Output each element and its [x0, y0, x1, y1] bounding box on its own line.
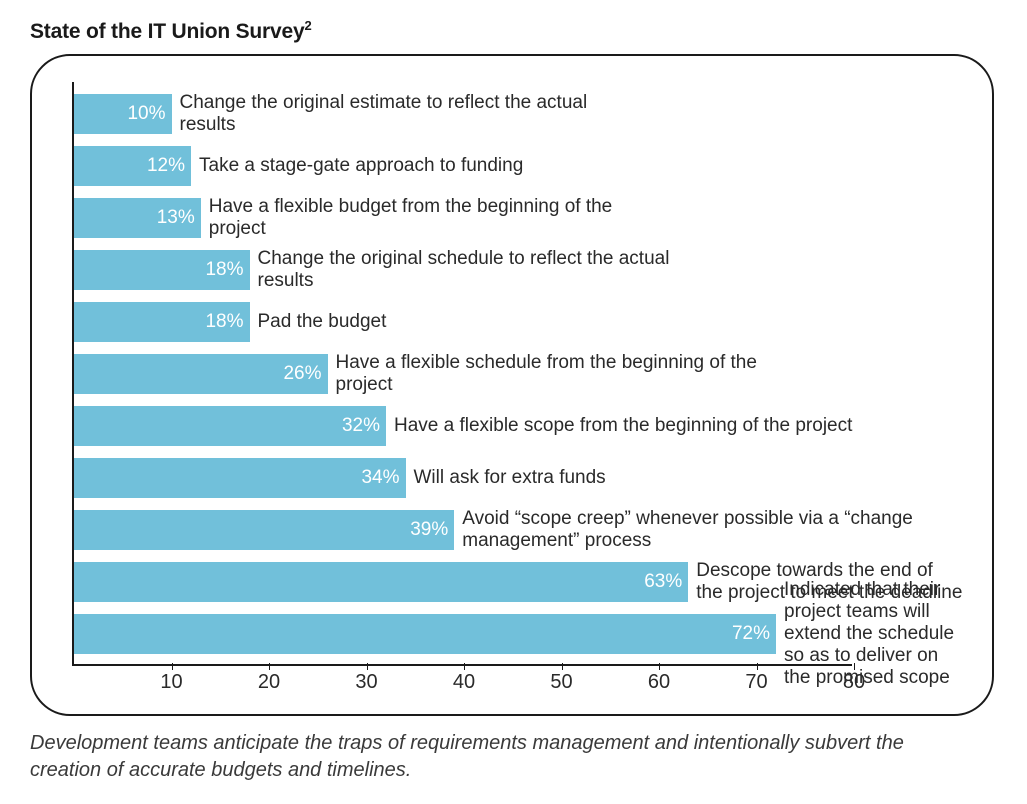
bar-label: Change the original schedule to reflect … — [258, 248, 718, 292]
bar-row: 26% Have a flexible schedule from the beg… — [74, 354, 964, 394]
chart-container: 10% Change the original estimate to refle… — [30, 54, 994, 716]
bar-row: 32% Have a flexible scope from the beginn… — [74, 406, 964, 446]
bar: 32% — [74, 406, 386, 446]
bar: 63% — [74, 562, 688, 602]
bar: 26% — [74, 354, 328, 394]
bar-row: 10% Change the original estimate to refle… — [74, 94, 964, 134]
bar: 18% — [74, 302, 250, 342]
chart-title: State of the IT Union Survey2 — [30, 18, 997, 44]
bar-value: 39% — [410, 519, 448, 541]
bar-value: 18% — [205, 259, 243, 281]
bar-label: Have a flexible budget from the beginnin… — [209, 196, 669, 240]
bar-value: 34% — [361, 467, 399, 489]
bar-label: Have a flexible scope from the beginning… — [394, 415, 852, 437]
bar-label: Avoid “scope creep” whenever possible vi… — [462, 508, 922, 552]
bar-value: 10% — [127, 103, 165, 125]
bar-value: 63% — [644, 571, 682, 593]
bar: 39% — [74, 510, 454, 550]
bar-row: 13% Have a flexible budget from the begin… — [74, 198, 964, 238]
bar: 18% — [74, 250, 250, 290]
bar-label: Indicated that their project teams will … — [784, 579, 964, 688]
chart-title-superscript: 2 — [304, 18, 311, 33]
x-tick-label: 70 — [745, 671, 767, 694]
bar: 72% — [74, 614, 776, 654]
bar-label: Pad the budget — [258, 311, 387, 333]
x-tick-label: 30 — [355, 671, 377, 694]
bar-row: 34% Will ask for extra funds — [74, 458, 964, 498]
chart-plot: 10% Change the original estimate to refle… — [50, 76, 964, 704]
axis-y — [72, 82, 74, 666]
axis-x — [72, 664, 852, 666]
x-tick — [854, 663, 855, 670]
x-tick-label: 80 — [843, 671, 865, 694]
bar-row: 72%Indicated that their project teams wi… — [74, 614, 964, 654]
chart-title-text: State of the IT Union Survey — [30, 20, 304, 43]
bar-label: Take a stage-gate approach to funding — [199, 155, 523, 177]
bar-label: Will ask for extra funds — [414, 467, 606, 489]
bar-label: Have a flexible schedule from the beginn… — [336, 352, 796, 396]
bar-label: Change the original estimate to reflect … — [180, 92, 640, 136]
bar-value: 26% — [283, 363, 321, 385]
x-tick-label: 20 — [258, 671, 280, 694]
bar-row: 12% Take a stage-gate approach to funding — [74, 146, 964, 186]
x-tick-label: 60 — [648, 671, 670, 694]
bar-value: 72% — [732, 623, 770, 645]
bar-row: 39% Avoid “scope creep” whenever possible… — [74, 510, 964, 550]
bar-value: 18% — [205, 311, 243, 333]
bar-row: 18% Pad the budget — [74, 302, 964, 342]
bar: 10% — [74, 94, 172, 134]
bar-value: 12% — [147, 155, 185, 177]
bar-value: 13% — [157, 207, 195, 229]
chart-caption: Development teams anticipate the traps o… — [30, 730, 950, 784]
x-tick-label: 40 — [453, 671, 475, 694]
bar: 13% — [74, 198, 201, 238]
bar: 12% — [74, 146, 191, 186]
bar-row: 18% Change the original schedule to refle… — [74, 250, 964, 290]
bar-value: 32% — [342, 415, 380, 437]
x-tick-label: 50 — [550, 671, 572, 694]
x-tick-label: 10 — [160, 671, 182, 694]
bar: 34% — [74, 458, 406, 498]
